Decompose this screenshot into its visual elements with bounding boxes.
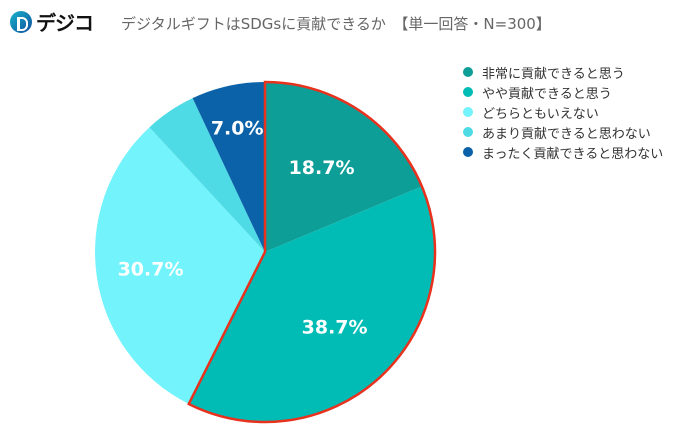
legend-item: やや貢献できると思う <box>463 82 663 102</box>
legend-item: どちらともいえない <box>463 102 663 122</box>
slice-label: 30.7% <box>118 258 184 280</box>
pie-slice-4 <box>149 98 265 252</box>
logo-text: デジコ <box>36 11 94 35</box>
legend-item: 非常に貢献できると思う <box>463 62 663 82</box>
legend-item: まったく貢献できると思わない <box>463 142 663 162</box>
legend-label: あまり貢献できると思わない <box>482 126 651 142</box>
legend-label: まったく貢献できると思わない <box>482 146 664 162</box>
legend-dot-icon <box>463 107 473 117</box>
legend-dot-icon <box>463 147 473 157</box>
highlight-outline <box>187 80 437 424</box>
pie-slice-2 <box>188 186 435 422</box>
pie-slice-1 <box>265 82 422 252</box>
legend-dot-icon <box>463 127 473 137</box>
slice-label: 7.0% <box>211 118 264 140</box>
logo-mark-icon <box>10 10 32 33</box>
legend-dot-icon <box>463 67 473 77</box>
slice-label: 18.7% <box>289 157 355 179</box>
slice-label: 38.7% <box>302 317 368 339</box>
legend-dot-icon <box>463 87 473 97</box>
pie-slice-5 <box>192 82 265 252</box>
chart-title: デジタルギフトはSDGsに貢献できるか 【単一回答・N=300】 <box>121 15 551 33</box>
legend: 非常に貢献できると思う やや貢献できると思う どちらともいえないあまり貢献できると思… <box>463 62 663 162</box>
legend-label: どちらともいえない <box>482 106 599 122</box>
logo: デジコ <box>10 7 94 36</box>
legend-label: やや貢献できると思う <box>482 86 612 102</box>
legend-item: あまり貢献できると思わない <box>463 122 663 142</box>
legend-label: 非常に貢献できると思う <box>482 66 625 82</box>
